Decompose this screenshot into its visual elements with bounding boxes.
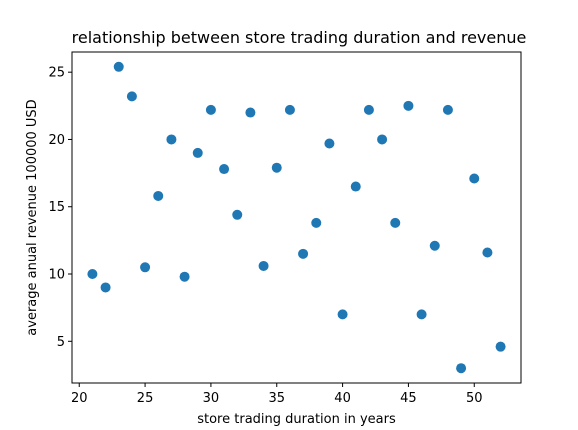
data-point (311, 217, 322, 228)
y-tick-label: 15 (48, 200, 65, 215)
data-point (429, 240, 440, 251)
data-point (153, 190, 164, 201)
x-axis: 20 25 30 35 40 45 50 (71, 383, 483, 406)
y-axis-label: average anual revenue 100000 USD (25, 99, 40, 335)
y-tick-label: 5 (57, 335, 65, 350)
data-point (232, 209, 243, 220)
data-point (245, 107, 256, 118)
y-tick-label: 25 (48, 66, 65, 81)
data-point (100, 282, 111, 293)
data-point (482, 247, 493, 258)
data-point (140, 262, 151, 273)
data-point (403, 100, 414, 111)
data-point (350, 181, 361, 192)
data-point (284, 104, 295, 115)
data-point (495, 341, 506, 352)
data-point (442, 104, 453, 115)
x-tick-label: 20 (71, 391, 88, 406)
y-axis: 5 10 15 20 25 (48, 66, 72, 350)
data-point (324, 138, 335, 149)
data-point (377, 134, 388, 145)
x-tick-label: 35 (268, 391, 285, 406)
data-point (363, 104, 374, 115)
data-point (416, 309, 427, 320)
plot-frame (71, 51, 522, 384)
data-point (469, 173, 480, 184)
data-point (337, 309, 348, 320)
data-point (87, 269, 98, 280)
y-tick-label: 20 (48, 133, 65, 148)
points-layer (87, 61, 506, 374)
data-point (219, 164, 230, 175)
data-point (456, 363, 467, 374)
y-tick-label: 10 (48, 268, 65, 283)
data-point (126, 91, 137, 102)
chart-title: relationship between store trading durat… (72, 28, 527, 47)
data-point (179, 271, 190, 282)
data-point (205, 104, 216, 115)
x-tick-label: 40 (334, 391, 351, 406)
data-point (258, 260, 269, 271)
data-point (166, 134, 177, 145)
data-point (192, 147, 203, 158)
x-tick-label: 25 (137, 391, 154, 406)
data-point (271, 162, 282, 173)
data-point (390, 217, 401, 228)
x-tick-label: 45 (400, 391, 417, 406)
x-axis-label: store trading duration in years (197, 412, 396, 427)
x-tick-label: 30 (203, 391, 220, 406)
data-point (298, 248, 309, 259)
data-point (113, 61, 124, 72)
x-tick-label: 50 (466, 391, 483, 406)
